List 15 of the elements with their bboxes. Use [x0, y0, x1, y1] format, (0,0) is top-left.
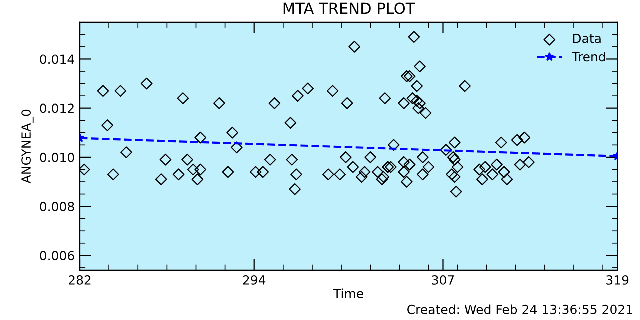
y-tick-label: 0.006: [40, 251, 74, 261]
text: Created: Wed Feb 24 13:36:55 2021: [408, 304, 632, 314]
x-tick-label: 282: [68, 275, 91, 285]
legend-label: Trend: [572, 52, 606, 62]
x-axis-title: Time: [333, 288, 364, 298]
x-tick-label: 319: [606, 275, 629, 285]
y-tick-label: 0.008: [40, 202, 74, 212]
x-tick-label: 294: [243, 275, 266, 285]
y-tick-label: 0.012: [40, 104, 74, 114]
y-tick-label: 0.010: [40, 152, 74, 162]
x-tick-label: 307: [432, 275, 454, 285]
legend-label: Data: [573, 34, 601, 44]
chart-title: MTA TREND PLOT: [284, 2, 416, 14]
y-axis-title: ANGYNEA_0: [22, 110, 34, 184]
y-tick-label: 0.014: [40, 54, 74, 64]
